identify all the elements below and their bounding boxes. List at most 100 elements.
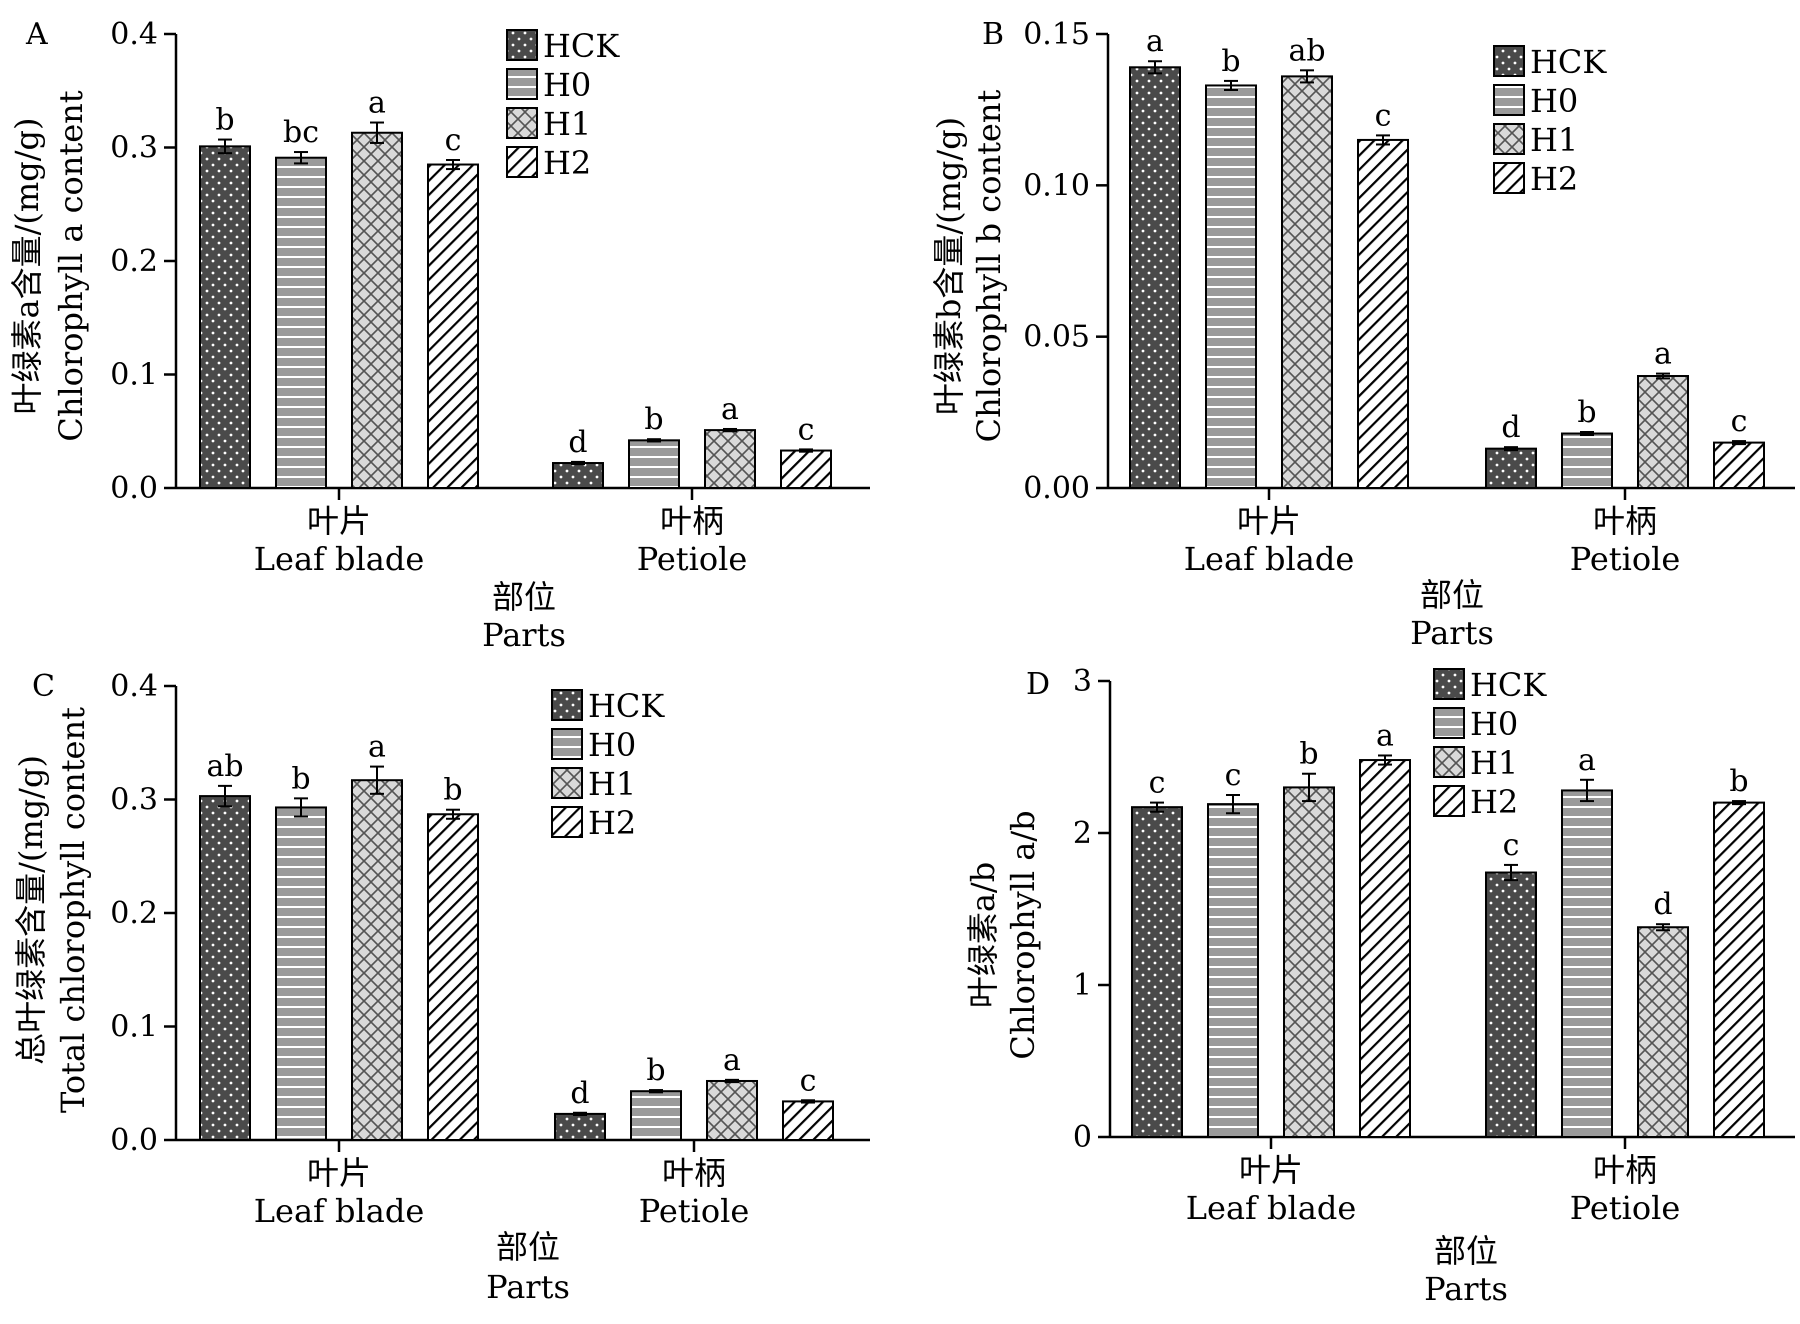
x-axis-title-en: Parts [1410,614,1494,652]
panel-b: B 叶绿素b含量/(mg/g) Chlorophyll b content 部位… [930,17,1795,652]
y-axis-title-cn: 叶绿素b含量/(mg/g) [930,117,968,415]
y-tick-label: 0.2 [110,244,158,279]
legend-label-h0: H0 [1530,82,1578,120]
bar-h0 [628,439,680,489]
significance-letter: b [644,402,663,437]
y-tick-label: 0.1 [110,358,158,393]
panel-d: D 叶绿素a/b Chlorophyll a/b 部位 Parts 0 1 2 3 c c… [964,664,1795,1308]
bar-h1 [706,1079,758,1141]
significance-letter: c [445,123,462,158]
legend-label-hck: HCK [1470,666,1547,704]
panel-letter: B [982,17,1004,52]
category-label-cn: 叶片 [307,1154,371,1192]
bar-h0 [630,1090,682,1141]
category-label-cn: 叶柄 [1593,502,1657,540]
panel-a: A 叶绿素a含量/(mg/g) Chlorophyll a content 部位… [8,17,870,654]
category-label-en: Leaf blade [1186,1189,1357,1227]
bar-h0 [1561,789,1613,1138]
bar-h2 [1359,759,1411,1138]
legend-swatch-hck [506,29,538,61]
x-axis-title-en: Parts [1424,1270,1508,1308]
legend-label-h1: H1 [543,105,591,143]
y-tick-label: 0.3 [110,783,158,818]
category-label-en: Leaf blade [254,540,425,578]
legend-swatch-h1 [551,767,583,799]
significance-letter: a [368,86,386,121]
bar-h1 [1637,926,1689,1138]
category-label-en: Petiole [639,1192,750,1230]
bar-h0 [1561,432,1613,489]
bar-h0 [1205,84,1257,489]
bar-h2 [427,813,479,1141]
bar-hck [552,462,604,489]
y-tick-label: 0.10 [1023,168,1090,203]
legend-label-h2: H2 [1470,783,1518,821]
bar-h2 [1713,801,1765,1138]
legend-swatch-h2 [1433,785,1465,817]
significance-letter: b [291,761,310,796]
bar-h1 [1637,375,1689,489]
y-axis-title-en: Chlorophyll b content [970,90,1008,443]
bar-h2 [427,163,479,489]
bar-h1 [1283,786,1335,1139]
significance-letter: d [570,1076,589,1111]
y-axis-title-en: Chlorophyll a content [52,90,90,441]
y-tick-label: 0 [1073,1120,1092,1155]
bar-hck [1131,806,1183,1138]
bar-h0 [1207,803,1259,1138]
significance-letter: b [215,103,234,138]
bar-hck [199,145,251,490]
legend-label-h1: H1 [1470,744,1518,782]
x-axis-title-cn: 部位 [496,1228,560,1266]
category-label-en: Leaf blade [254,1192,425,1230]
significance-letter: bc [283,115,319,150]
category-label-cn: 叶柄 [1593,1151,1657,1189]
y-tick-label: 0.0 [110,471,158,506]
significance-letter: c [1375,98,1392,133]
category-label-cn: 叶柄 [660,502,724,540]
x-axis-title-cn: 部位 [1434,1232,1498,1270]
y-axis-title-cn: 叶绿素a/b [964,862,1002,1008]
y-tick-label: 0.2 [110,896,158,931]
legend-swatch-hck [551,689,583,721]
panel-letter: A [25,17,48,52]
significance-letter: d [1501,410,1520,445]
bar-h0 [275,806,327,1141]
legend-swatch-h1 [1493,123,1525,155]
significance-letter: c [1149,766,1166,801]
significance-letter: a [368,730,386,765]
legend-label-h1: H1 [1530,121,1578,159]
legend-swatch-h0 [1433,707,1465,739]
bar-hck [1485,447,1537,489]
legend-swatch-h0 [1493,84,1525,116]
legend-swatch-h1 [1433,746,1465,778]
x-axis-title-en: Parts [482,616,566,654]
y-tick-label: 3 [1073,664,1092,699]
legend-label-h0: H0 [543,66,591,104]
y-tick-label: 0.1 [110,1010,158,1045]
bar-h2 [1713,441,1765,490]
y-tick-label: 0.3 [110,131,158,166]
legend-swatch-hck [1433,668,1465,700]
significance-letter: b [646,1053,665,1088]
bar-h1 [351,131,403,489]
bar-h1 [704,429,756,489]
legend-swatch-h2 [1493,162,1525,194]
x-axis-title-en: Parts [486,1268,570,1306]
y-tick-label: 0.4 [110,17,158,52]
category-label-cn: 叶片 [307,502,371,540]
bar-h2 [1357,138,1409,490]
category-label-en: Petiole [637,540,748,578]
significance-letter: b [1577,395,1596,430]
legend-swatch-h0 [506,68,538,100]
significance-letter: b [1221,44,1240,79]
significance-letter: d [568,425,587,460]
legend-swatch-hck [1493,45,1525,77]
legend-swatch-h1 [506,107,538,139]
legend-swatch-h2 [506,146,538,178]
significance-letter: a [723,1043,741,1078]
y-tick-label: 0.15 [1023,17,1090,52]
panel-letter: D [1026,667,1050,702]
y-tick-label: 0.00 [1023,471,1090,506]
